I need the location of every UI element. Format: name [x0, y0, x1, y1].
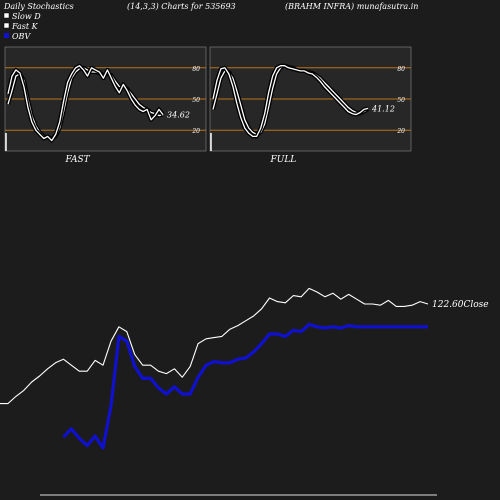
full-ytick-80: 80 [397, 66, 405, 73]
fast-panel-label: FAST [65, 155, 91, 165]
chart-title-company: (BRAHM INFRA) munafasutra.in [285, 2, 418, 11]
fast-ytick-50: 50 [192, 97, 200, 104]
close-price-line [0, 287, 429, 405]
legend-label-slow-d: Slow D [12, 12, 41, 21]
legend-label-fast-k: Fast K [11, 22, 39, 31]
fast-slow-d-line [7, 67, 164, 140]
fast-ytick-20: 20 [191, 128, 200, 135]
fast-fast-k-line [7, 65, 164, 142]
fast-ytick-80: 80 [192, 66, 200, 73]
price-obv-panel: 122.60Close [0, 287, 489, 496]
legend-swatch-fast-k [3, 22, 10, 29]
obv-line [62, 322, 428, 450]
legend-swatch-obv [4, 33, 9, 38]
full-panel-label: FULL [270, 155, 297, 165]
fast-stochastic-panel: 80 50 20 34.62 FAST [4, 46, 207, 165]
chart-title-params: (14,3,3) Charts for 535693 [127, 2, 236, 11]
legend-label-obv: OBV [12, 32, 31, 41]
full-ytick-20: 20 [396, 128, 405, 135]
full-last-value-label: 41.12 [371, 104, 395, 113]
fast-last-value-label: 34.62 [167, 111, 190, 120]
legend: Slow D Fast K OBV [3, 12, 41, 41]
full-ytick-50: 50 [397, 97, 405, 104]
full-stochastic-panel: 80 50 20 41.12 FULL [209, 46, 412, 165]
legend-swatch-slow-d [3, 12, 10, 19]
chart-title-indicator: Daily Stochastics [3, 2, 74, 11]
full-fast-k-line [212, 65, 369, 138]
close-last-value-label: 122.60Close [432, 300, 489, 310]
